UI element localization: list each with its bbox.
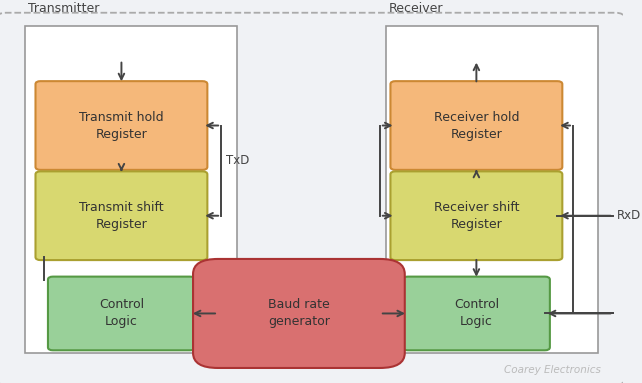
FancyBboxPatch shape [403, 277, 550, 350]
FancyBboxPatch shape [48, 277, 195, 350]
FancyBboxPatch shape [35, 81, 207, 170]
FancyBboxPatch shape [35, 171, 207, 260]
Text: Transmit hold
Register: Transmit hold Register [79, 111, 164, 141]
Text: Control
Logic: Control Logic [454, 298, 499, 329]
Text: Transmitter: Transmitter [28, 2, 100, 15]
Text: Receiver shift
Register: Receiver shift Register [433, 201, 519, 231]
FancyBboxPatch shape [390, 81, 562, 170]
Text: Transmit shift
Register: Transmit shift Register [79, 201, 164, 231]
Text: Baud rate
generator: Baud rate generator [268, 298, 330, 329]
FancyBboxPatch shape [390, 171, 562, 260]
Text: Receiver hold
Register: Receiver hold Register [433, 111, 519, 141]
Bar [25, 26, 237, 353]
Text: TxD: TxD [226, 154, 250, 167]
Bar [386, 26, 598, 353]
FancyBboxPatch shape [0, 13, 625, 383]
Text: Coarey Electronics: Coarey Electronics [504, 365, 601, 375]
FancyBboxPatch shape [193, 259, 404, 368]
Text: Receiver: Receiver [389, 2, 444, 15]
Text: RxD: RxD [616, 209, 641, 222]
Text: Control
Logic: Control Logic [99, 298, 144, 329]
